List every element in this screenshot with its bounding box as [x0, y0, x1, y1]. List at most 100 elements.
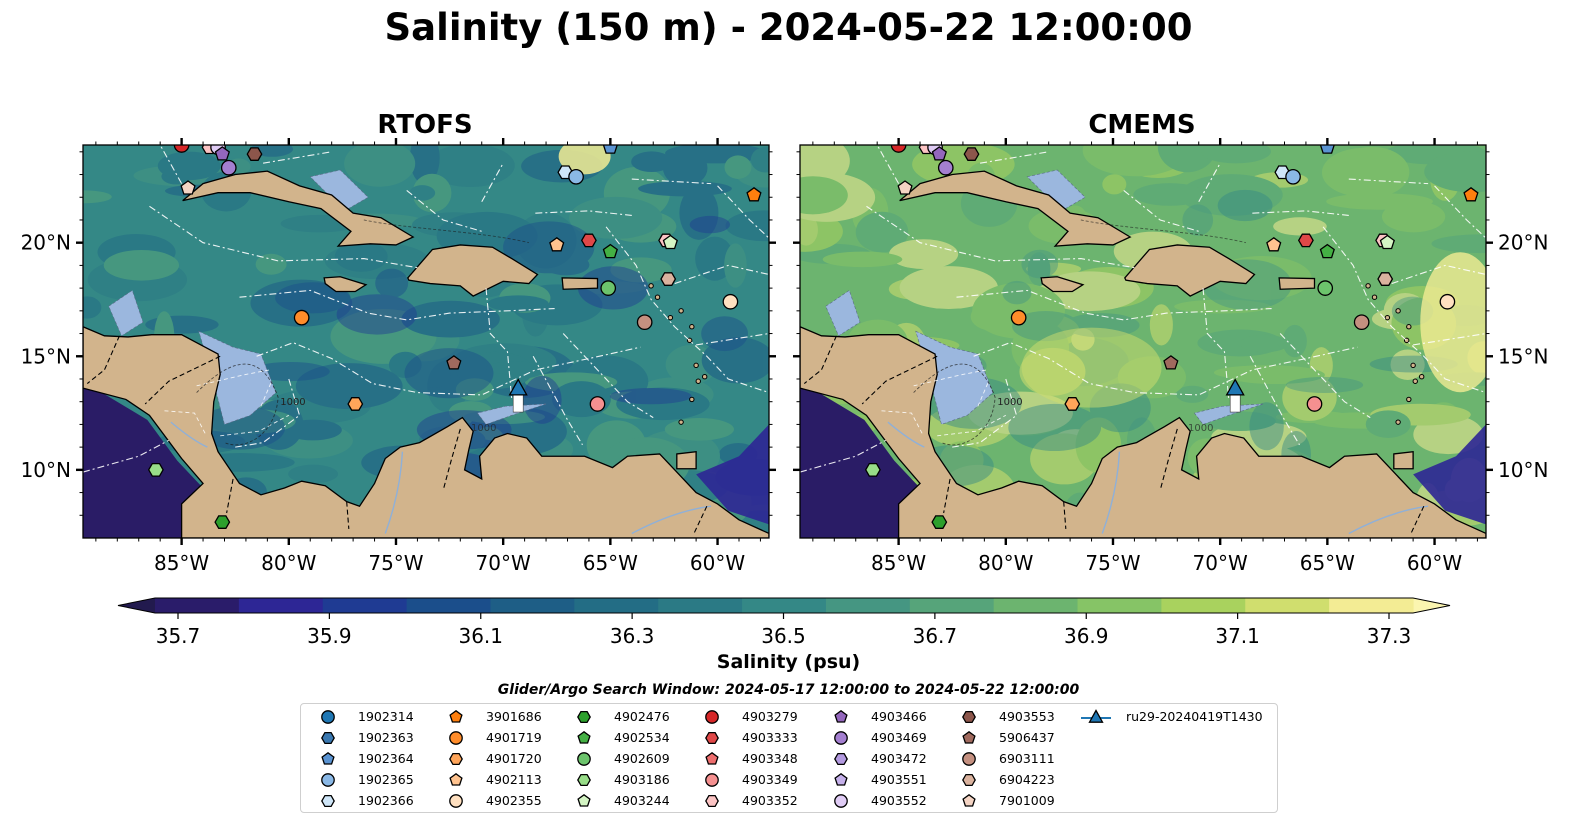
- legend-marker: [834, 730, 848, 745]
- salinity-eddy: [409, 185, 436, 201]
- salinity-eddy: [800, 213, 818, 246]
- colorbar-tick-label: 36.5: [761, 624, 806, 648]
- float-marker: [1353, 314, 1370, 331]
- legend-marker: [321, 794, 335, 807]
- legend-symbol: [449, 709, 463, 723]
- salinity-low-patch: [701, 316, 748, 352]
- land-island: [689, 396, 695, 403]
- legend-marker: [577, 751, 591, 766]
- y-tick-label: 20°N: [21, 231, 71, 255]
- float-marker: [1377, 272, 1394, 286]
- legend-label: 4901719: [486, 730, 542, 745]
- legend-item: 1902364: [313, 748, 414, 769]
- salinity-eddy: [455, 378, 494, 401]
- salinity-low-patch: [522, 375, 562, 424]
- land-island: [648, 283, 654, 289]
- eez-line: [977, 381, 990, 407]
- legend-symbol: [577, 710, 591, 723]
- legend-item: 4903244: [569, 790, 670, 811]
- map-ticks: [793, 138, 1493, 545]
- float-marker: [580, 233, 597, 248]
- salinity-eddy: [334, 241, 388, 272]
- legend-label: ru29-20240419T1430: [1126, 709, 1263, 724]
- colorbar-band: [238, 598, 324, 613]
- colorbar-band: [742, 598, 827, 613]
- salinity-low-patch: [1285, 376, 1364, 393]
- float-marker: [600, 280, 617, 296]
- legend-label: 4903349: [742, 772, 798, 787]
- salinity-eddy: [1424, 151, 1486, 193]
- float-marker: [1319, 145, 1335, 154]
- figure-title: Salinity (150 m) - 2024-05-22 12:00:00: [384, 6, 1193, 49]
- float-marker: [549, 237, 565, 252]
- legend-label: 4903466: [871, 709, 927, 724]
- salinity-eddy: [800, 176, 848, 215]
- glider-marker: [1225, 378, 1245, 396]
- float-marker: [1379, 234, 1395, 250]
- legend-marker: [962, 751, 976, 766]
- legend-item: 4903469: [826, 727, 927, 748]
- salinity-eddy: [1326, 193, 1433, 210]
- legend-item: 4903333: [697, 727, 798, 748]
- legend-item: 1902365: [313, 769, 414, 790]
- isobath-1000: [363, 219, 530, 244]
- float-marker: [602, 145, 618, 154]
- legend-symbol: [321, 772, 335, 787]
- salinity-eddy: [1180, 174, 1283, 216]
- eez-line: [913, 369, 987, 387]
- eez-line: [1123, 190, 1199, 232]
- legend-marker: [705, 709, 719, 724]
- legend-item: 4903348: [697, 748, 798, 769]
- legend-label: 4903469: [871, 730, 927, 745]
- land-mainland: [800, 326, 1486, 538]
- legend-label: 4902476: [614, 709, 670, 724]
- salinity-low-patch: [503, 221, 595, 274]
- eez-line: [262, 151, 332, 164]
- float-marker: [662, 234, 678, 250]
- land-island: [678, 308, 684, 314]
- salinity-eddy: [1322, 147, 1405, 197]
- salinity-low-patch: [404, 348, 494, 399]
- colorbar: 35.7 35.9 36.1 36.3 36.5 36.7 36.9 37.1 37.3: [117, 597, 1451, 648]
- salinity-low-patch: [419, 361, 452, 388]
- y-tick-label: 20°N: [1498, 231, 1548, 255]
- shelf-area: [476, 403, 547, 425]
- legend-label: 4903472: [871, 751, 927, 766]
- salinity-low-patch: [1002, 280, 1032, 305]
- salinity-eddy: [344, 145, 416, 187]
- salinity-eddy: [83, 296, 102, 319]
- land-island: [1278, 277, 1316, 290]
- land-island: [1406, 324, 1412, 330]
- legend-item: 4903349: [697, 769, 798, 790]
- eez-line: [481, 162, 504, 203]
- salinity-low-patch: [275, 282, 351, 314]
- eez-line: [717, 185, 769, 239]
- float-marker: [347, 397, 364, 411]
- land-island: [1124, 244, 1256, 297]
- float-marker: [1317, 280, 1334, 296]
- salinity-eddy: [664, 418, 734, 441]
- colorbar-extend-high: [1413, 598, 1450, 613]
- legend-symbol: [962, 751, 976, 766]
- legend-label: 4903551: [871, 772, 927, 787]
- float-marker: [568, 168, 584, 185]
- legend-symbol: [834, 730, 848, 745]
- legend-item: 4903553: [954, 706, 1055, 727]
- land-island: [407, 244, 539, 297]
- y-tick-label: 10°N: [21, 458, 71, 482]
- legend-marker: [834, 752, 848, 765]
- land-island: [693, 362, 699, 369]
- country-border: [86, 335, 120, 384]
- legend-item: 4903552: [826, 790, 927, 811]
- salinity-eddy: [822, 251, 903, 268]
- salinity-eddy: [255, 253, 287, 275]
- legend-triangle: [1088, 708, 1104, 723]
- colorbar-band: [155, 598, 240, 613]
- land-island: [1371, 294, 1378, 300]
- salinity-eddy: [157, 151, 221, 181]
- legend-label: 4902113: [486, 772, 542, 787]
- x-tick-label: 75°W: [368, 551, 423, 575]
- legend-title: Glider/Argo Search Window: 2024-05-17 12…: [497, 682, 1080, 698]
- salinity-eddy: [388, 351, 422, 378]
- legend-symbol: [962, 793, 976, 807]
